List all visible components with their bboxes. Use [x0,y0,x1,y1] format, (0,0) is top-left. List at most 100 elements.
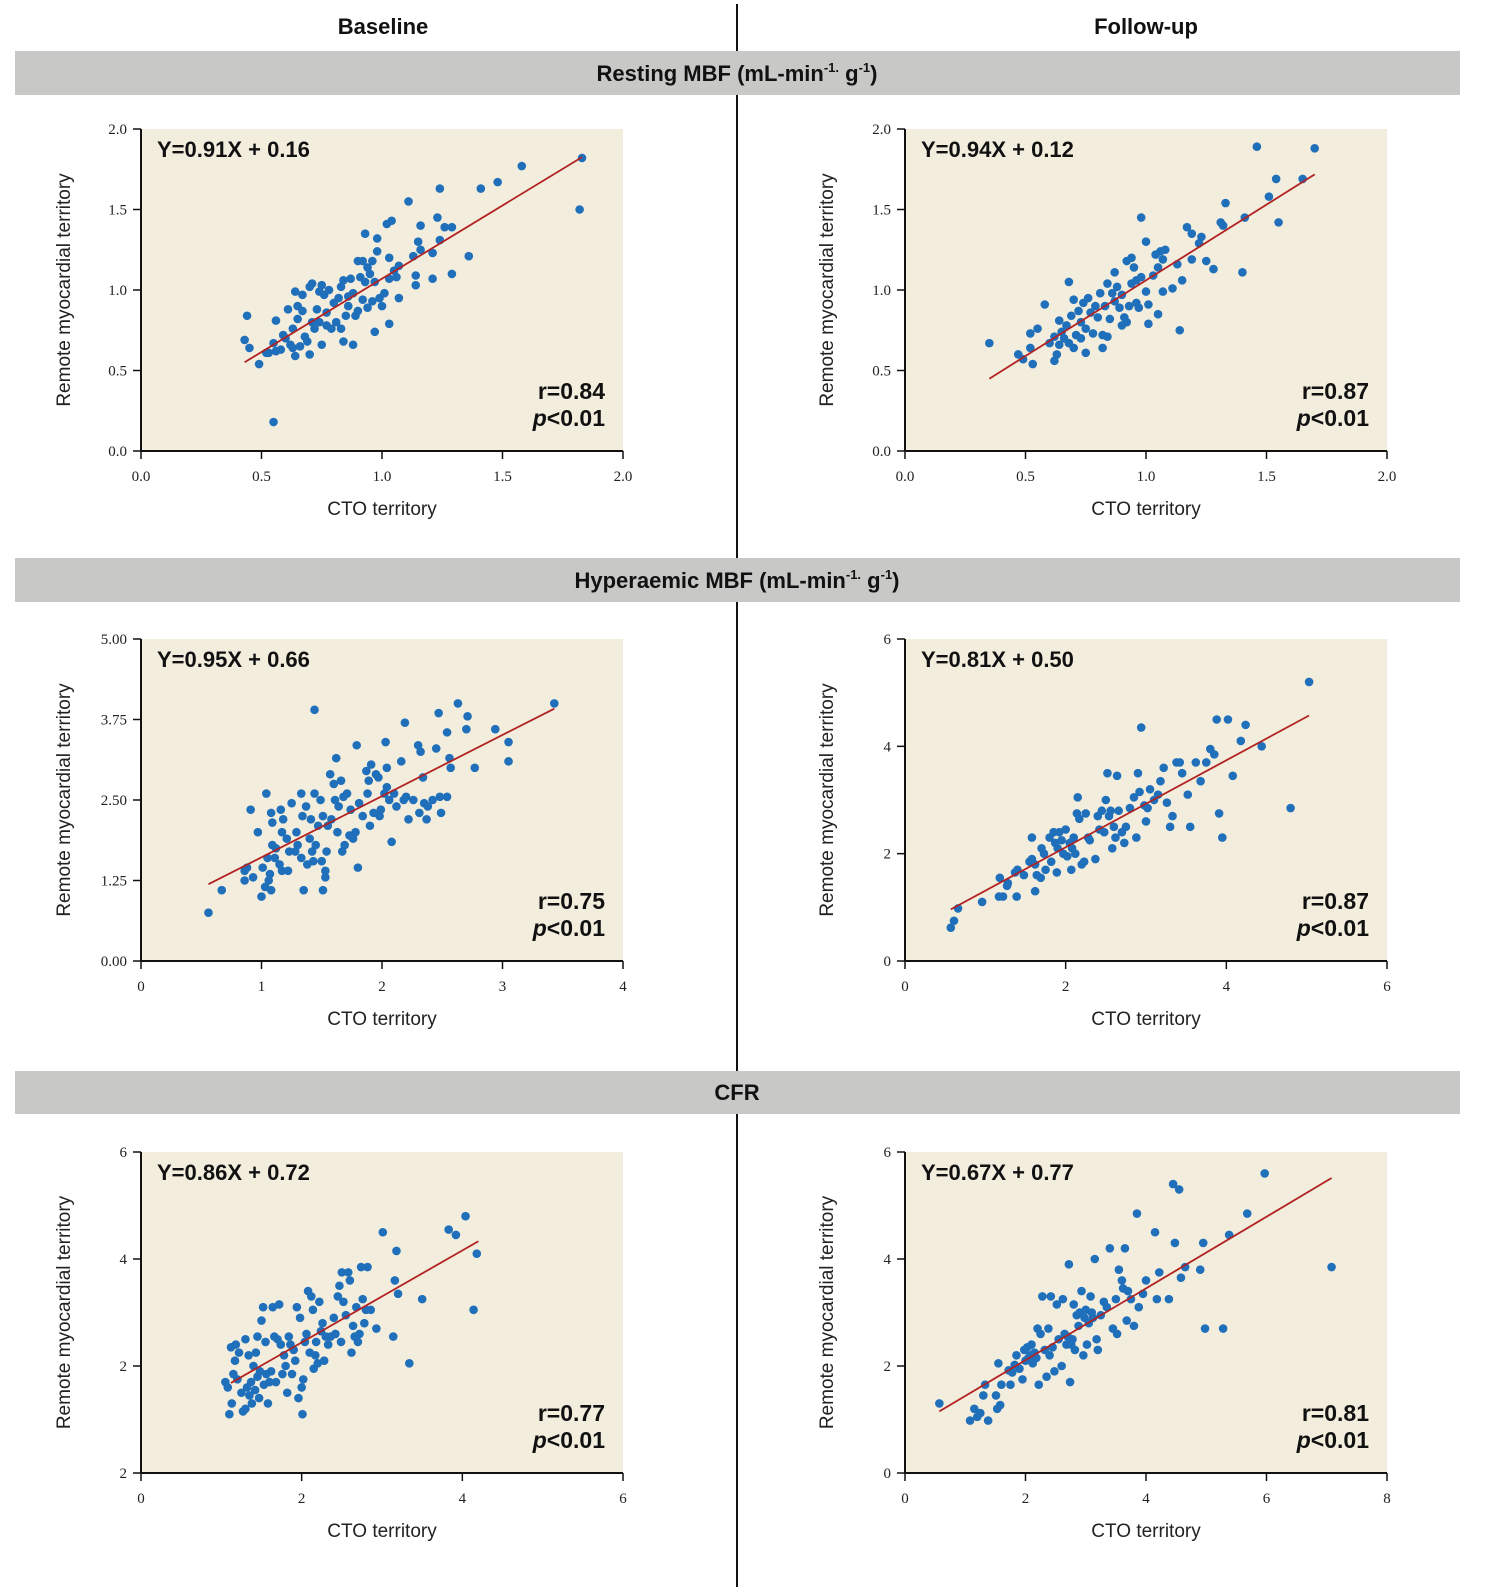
data-point [278,1369,287,1379]
data-point [251,1348,261,1357]
data-point [949,916,959,926]
data-point [1198,1238,1208,1248]
data-point [317,856,327,866]
data-point [318,811,328,821]
y-tick-label: 6 [884,632,892,648]
data-point [1068,1334,1077,1344]
data-point [1054,316,1064,325]
y-axis-title: Remote myocardial territory [817,1195,838,1429]
x-axis-title: CTO territory [1091,1009,1201,1030]
data-point [1122,1316,1132,1325]
regression-equation: Y=0.91X + 0.16 [157,137,310,162]
data-point [1121,822,1131,832]
data-point [315,317,324,327]
data-point [284,847,294,856]
data-point [1134,303,1144,313]
data-point [472,1249,482,1258]
data-point [1071,849,1080,858]
data-point [428,248,437,258]
y-tick-label: 0 [884,954,892,970]
data-point [428,274,437,284]
data-point [317,340,327,350]
data-point [447,269,457,279]
data-point [1164,1294,1174,1304]
data-point [265,1377,274,1387]
data-point [1201,758,1211,767]
row-band-hyperaemic-mbf: Hyperaemic MBF (mL-min-1. g-1) [15,558,1460,602]
data-point [290,351,300,361]
y-tick-label: 1.5 [108,203,127,219]
data-point [254,1393,264,1403]
data-point [394,293,404,303]
data-point [1264,192,1274,201]
data-point [1218,221,1228,230]
data-point [1154,1268,1164,1277]
data-point [1027,1340,1036,1349]
data-point [1092,1334,1101,1344]
data-point [365,269,375,279]
data-point [1153,263,1163,272]
data-point [994,1359,1003,1368]
data-point [276,1340,286,1349]
data-point [1102,1302,1112,1312]
data-point [1175,758,1185,767]
data-point [375,811,384,821]
data-point [1170,1238,1180,1248]
data-point [311,1351,320,1360]
data-point [245,343,254,353]
data-point [1168,284,1177,293]
data-point [271,1377,281,1387]
data-point [380,288,389,298]
data-point [384,319,394,329]
data-point [343,301,353,311]
data-point [1197,232,1206,242]
data-point [302,337,312,346]
data-point [262,789,271,798]
data-point [1054,827,1064,837]
column-header-baseline: Baseline [338,14,429,39]
data-point [317,280,327,290]
correlation-r: r=0.77 [538,1400,605,1426]
regression-line [244,156,583,364]
data-point [976,1408,985,1418]
data-point [1187,255,1197,264]
data-point [358,256,368,266]
data-point [1061,825,1070,834]
data-point [415,808,424,818]
data-point [341,1310,351,1320]
data-point [1085,835,1095,845]
data-point [1132,833,1141,842]
data-point [258,863,268,872]
data-point [1064,1260,1074,1269]
data-point [339,276,348,285]
y-tick-label: 0.5 [872,364,891,380]
data-point [985,338,994,348]
data-point [1133,768,1143,778]
data-point [1036,1329,1045,1339]
data-point [257,1316,266,1325]
data-point [266,1367,276,1376]
data-point [1057,1361,1066,1371]
data-point [270,853,280,863]
data-point [1120,1244,1130,1253]
y-tick-label: 2 [120,1466,128,1482]
data-point [1097,806,1107,816]
column-header-follow-up: Follow-up [1094,14,1198,39]
data-point [1050,1367,1059,1376]
data-point [333,827,342,837]
data-point [1058,1294,1068,1304]
data-point [387,216,396,226]
data-point [223,1383,233,1392]
data-point [258,1302,268,1312]
data-point [225,1409,234,1419]
data-point [1127,253,1136,263]
data-point [318,885,328,895]
data-point [364,776,374,785]
data-point [354,798,364,808]
data-point [1062,852,1072,861]
data-point [451,1230,461,1240]
data-point [1109,822,1119,832]
row-title-resting-mbf: Resting MBF (mL-min-1. g-1) [597,60,878,86]
data-point [1136,723,1146,732]
data-point [1069,833,1078,842]
